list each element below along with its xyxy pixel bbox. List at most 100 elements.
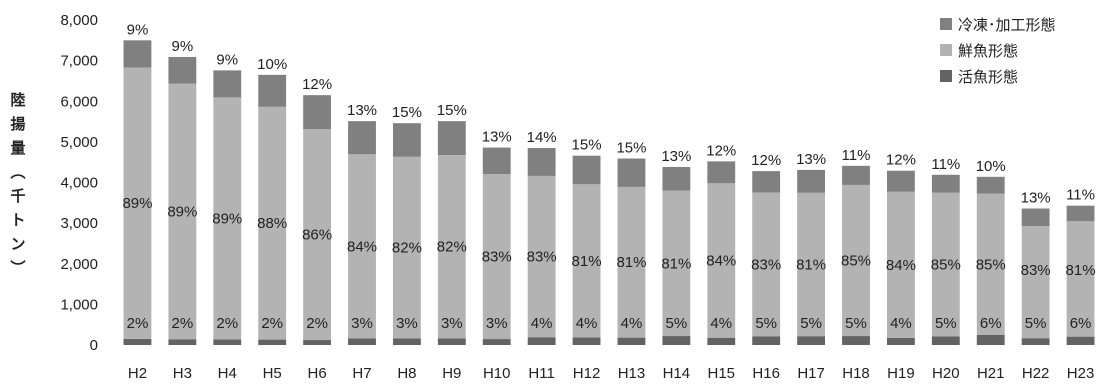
bar-segment-fresh <box>168 83 197 340</box>
bar-segment-live <box>258 339 287 345</box>
x-tick-label: H4 <box>218 365 237 382</box>
data-label-live: 6% <box>1070 315 1092 332</box>
data-label-fresh: 88% <box>257 215 287 232</box>
x-tick-label: H16 <box>752 365 780 382</box>
data-label-fresh: 85% <box>931 257 961 274</box>
data-label-live: 4% <box>621 315 643 332</box>
bar-segment-fresh <box>842 184 870 337</box>
bar-segment-frozen <box>617 158 646 187</box>
bar-segment-live <box>662 336 691 345</box>
bar-segment-live <box>437 338 466 345</box>
x-tick-label: H9 <box>442 365 461 382</box>
y-axis-label-char: 陸 <box>10 91 25 109</box>
data-label-fresh: 83% <box>482 249 512 266</box>
data-label-live: 5% <box>666 315 688 332</box>
y-tick-label: 1,000 <box>60 296 98 313</box>
bar-segment-live <box>1066 336 1095 345</box>
x-tick-label: H12 <box>573 365 601 382</box>
bar-segment-frozen <box>931 174 960 193</box>
bar-segment-fresh <box>707 183 736 338</box>
data-label-frozen: 13% <box>661 148 691 165</box>
data-label-live: 2% <box>172 315 194 332</box>
data-label-frozen: 15% <box>437 102 467 119</box>
bar-segment-live <box>976 335 1005 345</box>
bar-segment-live <box>392 338 421 345</box>
bar-segment-frozen <box>752 171 781 193</box>
data-label-fresh: 84% <box>706 253 736 270</box>
x-axis: H2 H3 H4 H5 H6 H7 H8 H9 H10 H11 H12 H13 H14 H15 H16 H17… <box>128 365 1094 382</box>
data-label-live: 3% <box>396 315 418 332</box>
data-label-live: 4% <box>531 315 553 332</box>
legend-swatch <box>940 44 952 56</box>
data-label-fresh: 84% <box>886 257 916 274</box>
bar-segment-fresh <box>1021 226 1050 339</box>
y-tick-label: 4,000 <box>60 175 98 192</box>
y-axis-label-char: ン <box>10 235 25 253</box>
bar-segment-frozen <box>437 121 466 156</box>
y-axis-label-char: ︶ <box>9 259 25 277</box>
bar-segment-fresh <box>527 175 556 338</box>
data-label-frozen: 11% <box>1066 187 1095 204</box>
legend-swatch <box>940 70 952 82</box>
data-label-frozen: 11% <box>842 147 871 164</box>
data-label-fresh: 83% <box>751 256 781 273</box>
bar-segment-frozen <box>572 155 601 185</box>
bar-segment-fresh <box>123 67 152 339</box>
data-label-frozen: 13% <box>796 151 826 168</box>
bar-segment-live <box>842 336 870 345</box>
bar-segment-frozen <box>392 123 421 157</box>
bar-segment-frozen <box>213 70 242 98</box>
data-label-live: 2% <box>127 315 149 332</box>
data-label-frozen: 9% <box>172 38 194 55</box>
x-tick-label: H3 <box>173 365 192 382</box>
bar-segment-frozen <box>123 40 152 68</box>
y-tick-label: 3,000 <box>60 215 98 232</box>
data-label-live: 3% <box>441 315 463 332</box>
data-label-frozen: 11% <box>931 156 960 173</box>
bar-segment-frozen <box>797 169 826 193</box>
bar-segment-live <box>752 336 781 345</box>
y-axis-label-char: 揚 <box>10 115 25 133</box>
data-label-fresh: 84% <box>347 238 377 255</box>
bar-segment-frozen <box>168 56 197 84</box>
x-tick-label: H5 <box>263 365 282 382</box>
bar-segment-fresh <box>976 193 1005 336</box>
data-label-frozen: 15% <box>572 137 602 154</box>
x-tick-label: H6 <box>307 365 326 382</box>
bar-segment-live <box>213 339 242 345</box>
bar-segment-frozen <box>1021 208 1050 227</box>
bar-segment-frozen <box>842 165 870 185</box>
x-tick-label: H13 <box>618 365 646 382</box>
bar-segment-live <box>617 337 646 345</box>
data-label-fresh: 82% <box>392 240 422 257</box>
bar-segment-fresh <box>303 129 332 341</box>
data-label-frozen: 14% <box>527 129 557 146</box>
bar-segment-fresh <box>482 174 511 340</box>
bar-segment-frozen <box>886 170 915 192</box>
data-label-frozen: 13% <box>1021 190 1051 207</box>
bar-segment-live <box>797 336 826 345</box>
data-label-fresh: 81% <box>616 254 646 271</box>
data-label-live: 4% <box>890 315 912 332</box>
bar-segment-fresh <box>752 192 781 337</box>
data-label-fresh: 82% <box>437 239 467 256</box>
bar-segment-live <box>1021 338 1050 345</box>
data-label-live: 3% <box>351 315 373 332</box>
x-tick-label: H17 <box>797 365 825 382</box>
y-axis-label-char: ト <box>10 211 25 229</box>
y-tick-label: 7,000 <box>60 53 98 70</box>
x-tick-label: H11 <box>528 365 554 382</box>
data-label-frozen: 15% <box>392 104 422 121</box>
y-axis: 0 1,000 2,000 3,000 4,000 5,000 6,000 7,000 8,00… <box>60 12 98 354</box>
x-tick-label: H7 <box>352 365 371 382</box>
data-label-frozen: 15% <box>616 140 646 157</box>
bar-segment-frozen <box>348 121 376 155</box>
data-label-frozen: 13% <box>482 129 512 146</box>
bar-segment-fresh <box>1066 221 1095 337</box>
bar-segment-live <box>931 336 960 345</box>
data-label-live: 5% <box>935 315 957 332</box>
bar-segment-fresh <box>258 106 287 340</box>
data-label-live: 4% <box>576 315 598 332</box>
data-label-frozen: 12% <box>302 76 332 93</box>
bars: 2% 89% 9% 2% 89% 9% 2% 89% 9% 2% 88% 10% 2% 86% 12% 3% 8… <box>122 21 1096 345</box>
